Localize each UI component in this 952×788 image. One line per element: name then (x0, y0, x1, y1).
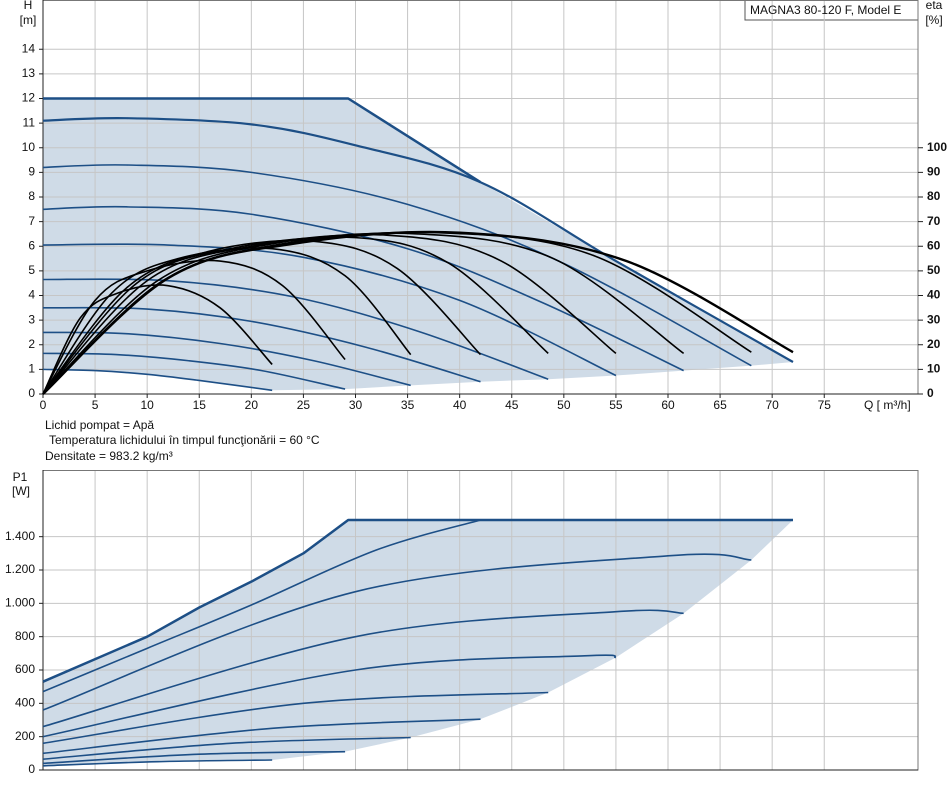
y-tick-label: 1.400 (5, 529, 35, 543)
y-tick-label: 11 (23, 115, 36, 129)
y2-tick-label: 90 (927, 165, 941, 179)
y2-unit: [%] (925, 13, 942, 27)
x-tick-label: 15 (193, 398, 207, 412)
y-tick-label: 0 (28, 762, 35, 776)
y-tick-label: 2 (28, 337, 35, 351)
curve (42, 750, 346, 765)
y-label: P1 (13, 470, 28, 484)
y-tick-label: 14 (22, 41, 36, 55)
x-tick-label: 0 (40, 398, 47, 412)
x-tick-label: 25 (297, 398, 311, 412)
x-tick-label: 30 (349, 398, 363, 412)
y-tick-label: 8 (28, 189, 35, 203)
x-tick-label: 40 (453, 398, 467, 412)
x-tick-label: 5 (92, 398, 99, 412)
note: Lichid pompat = Apă (45, 418, 154, 432)
y2-tick-label: 70 (927, 214, 941, 228)
y-tick-label: 5 (28, 263, 35, 277)
y2-tick-label: 100 (927, 140, 947, 154)
x-tick-label: 70 (765, 398, 779, 412)
y2-tick-label: 20 (927, 337, 941, 351)
curve (42, 691, 549, 745)
x-tick-label: 35 (401, 398, 415, 412)
y-tick-label: 9 (28, 165, 35, 179)
curve (42, 759, 273, 767)
y2-tick-label: 30 (927, 312, 941, 326)
y2-tick-label: 0 (927, 386, 934, 400)
curve (42, 352, 346, 390)
x-tick-label: 55 (609, 398, 623, 412)
curve (42, 736, 411, 760)
note: Temperatura lichidului în timpul funcţio… (49, 433, 320, 447)
x-tick-label: 50 (557, 398, 571, 412)
y-tick-label: 200 (15, 729, 35, 743)
curve (42, 553, 752, 711)
curve (42, 718, 481, 755)
y2-tick-label: 60 (927, 238, 941, 252)
y2-tick-label: 80 (927, 189, 941, 203)
y-tick-label: 4 (28, 288, 35, 302)
y-tick-label: 600 (15, 662, 35, 676)
curve (42, 609, 684, 728)
note: Densitate = 983.2 kg/m³ (45, 449, 173, 463)
y-tick-label: 12 (22, 91, 36, 105)
curve (42, 331, 411, 387)
curve (42, 117, 794, 363)
curve (42, 518, 793, 683)
curve (42, 519, 481, 693)
y2-tick-label: 50 (927, 263, 941, 277)
y-unit: [m] (20, 13, 37, 27)
y-tick-label: 3 (28, 312, 35, 326)
curve (42, 368, 273, 392)
x-tick-label: 60 (661, 398, 675, 412)
efficiency-curve (42, 230, 794, 395)
y-tick-label: 10 (22, 140, 36, 154)
efficiency-curve (42, 239, 482, 395)
y-tick-label: 13 (22, 66, 36, 80)
y-tick-label: 0 (28, 386, 35, 400)
y2-tick-label: 10 (927, 362, 941, 376)
y2-label: eta (926, 0, 943, 12)
y-tick-label: 6 (28, 238, 35, 252)
curve (43, 97, 482, 184)
y2-tick-label: 40 (927, 288, 941, 302)
x-tick-label: 45 (505, 398, 519, 412)
chart-title: MAGNA3 80-120 F, Model E (750, 3, 901, 17)
y-tick-label: 400 (15, 696, 35, 710)
efficiency-curve (42, 259, 346, 395)
x-tick-label: 10 (140, 398, 154, 412)
x-label: Q [ m³/h] (864, 398, 911, 412)
y-unit: [W] (12, 484, 30, 498)
y-tick-label: 800 (15, 629, 35, 643)
curve (42, 278, 549, 380)
x-tick-label: 75 (818, 398, 832, 412)
x-tick-label: 65 (713, 398, 727, 412)
operating-area (43, 520, 793, 766)
x-tick-label: 20 (245, 398, 259, 412)
y-label: H (24, 0, 33, 12)
curve (42, 654, 617, 738)
curve (42, 164, 752, 367)
y-tick-label: 1.200 (5, 562, 35, 576)
y-tick-label: 1.000 (5, 596, 35, 610)
y-tick-label: 7 (28, 214, 35, 228)
y-tick-label: 1 (28, 362, 35, 376)
